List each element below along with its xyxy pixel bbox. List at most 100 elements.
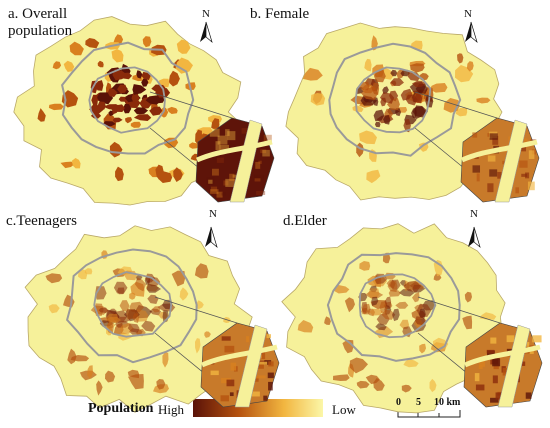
inset-block [262, 149, 270, 157]
inset-block [489, 133, 498, 140]
district [112, 70, 121, 78]
district [429, 83, 448, 93]
inset-block [490, 397, 499, 403]
district [119, 300, 130, 312]
district [464, 291, 472, 303]
inset-block [519, 160, 528, 168]
map-panel [281, 223, 543, 414]
district [171, 270, 186, 287]
district [359, 130, 377, 145]
scale-label: 0 [396, 397, 401, 408]
scale-label: 5 [416, 397, 421, 408]
district [349, 357, 368, 374]
ring-road [65, 248, 198, 364]
district [141, 320, 156, 332]
district [194, 263, 209, 279]
district [176, 39, 191, 54]
district [411, 107, 417, 118]
district [98, 307, 109, 313]
district [112, 117, 123, 123]
inset-block [492, 358, 501, 367]
district [111, 49, 124, 63]
inset-road [196, 139, 273, 163]
district [374, 69, 386, 83]
inset-block [492, 135, 499, 145]
district [369, 308, 383, 316]
panel-title: b. Female [250, 6, 310, 22]
legend-title: Population [88, 401, 154, 416]
inset-block [210, 189, 219, 194]
inset-block [217, 135, 228, 145]
district [168, 70, 180, 87]
inset-block [257, 361, 268, 365]
inset-block [472, 165, 481, 173]
inset-block [522, 138, 528, 142]
inset-block [210, 370, 219, 376]
district [85, 38, 100, 49]
district [128, 374, 144, 390]
inset-block [221, 336, 231, 341]
district [204, 331, 211, 338]
ring-road [93, 271, 173, 338]
district [60, 161, 75, 169]
district [302, 67, 323, 81]
inset-block [493, 363, 499, 370]
district [113, 34, 124, 45]
inset-block [254, 178, 261, 182]
inset-block [264, 360, 272, 365]
district [117, 84, 128, 94]
district [429, 378, 437, 393]
district [162, 352, 169, 368]
district [333, 374, 350, 381]
inset-block [232, 174, 238, 178]
district [134, 277, 147, 292]
district [127, 369, 140, 379]
district [352, 105, 364, 112]
panel-title: c.Teenagers [6, 213, 77, 229]
district [457, 53, 464, 64]
district [132, 84, 147, 95]
district [149, 106, 163, 116]
inset-block [529, 350, 534, 354]
inset-block [476, 173, 480, 182]
north-label: N [464, 8, 472, 20]
ring-road [326, 252, 461, 362]
district [419, 343, 426, 354]
district [106, 322, 114, 334]
district [360, 86, 378, 100]
district [136, 70, 143, 79]
panel-title: a. Overall population [8, 6, 73, 39]
inset-block [208, 179, 213, 184]
district [381, 309, 396, 320]
district [374, 121, 381, 128]
district [367, 288, 380, 299]
inset-road [461, 139, 538, 163]
north-arrow [210, 226, 218, 249]
district [366, 169, 381, 184]
district [94, 80, 104, 91]
district [173, 167, 183, 182]
district [371, 296, 379, 306]
district [115, 166, 124, 182]
inset-block [219, 144, 229, 152]
district [195, 338, 201, 354]
inset-block [226, 177, 233, 187]
inset-block [225, 129, 230, 136]
district [130, 121, 141, 128]
district [384, 296, 392, 308]
district [87, 365, 93, 379]
district [297, 320, 314, 333]
district [91, 94, 98, 107]
district [387, 280, 398, 292]
north-arrow [470, 21, 478, 44]
inset-block [241, 128, 248, 134]
district [364, 58, 372, 72]
inset-block [263, 395, 268, 401]
district [156, 171, 173, 183]
inset-block [472, 132, 478, 138]
inset-block [221, 192, 227, 196]
district [476, 97, 491, 104]
district [211, 118, 220, 130]
